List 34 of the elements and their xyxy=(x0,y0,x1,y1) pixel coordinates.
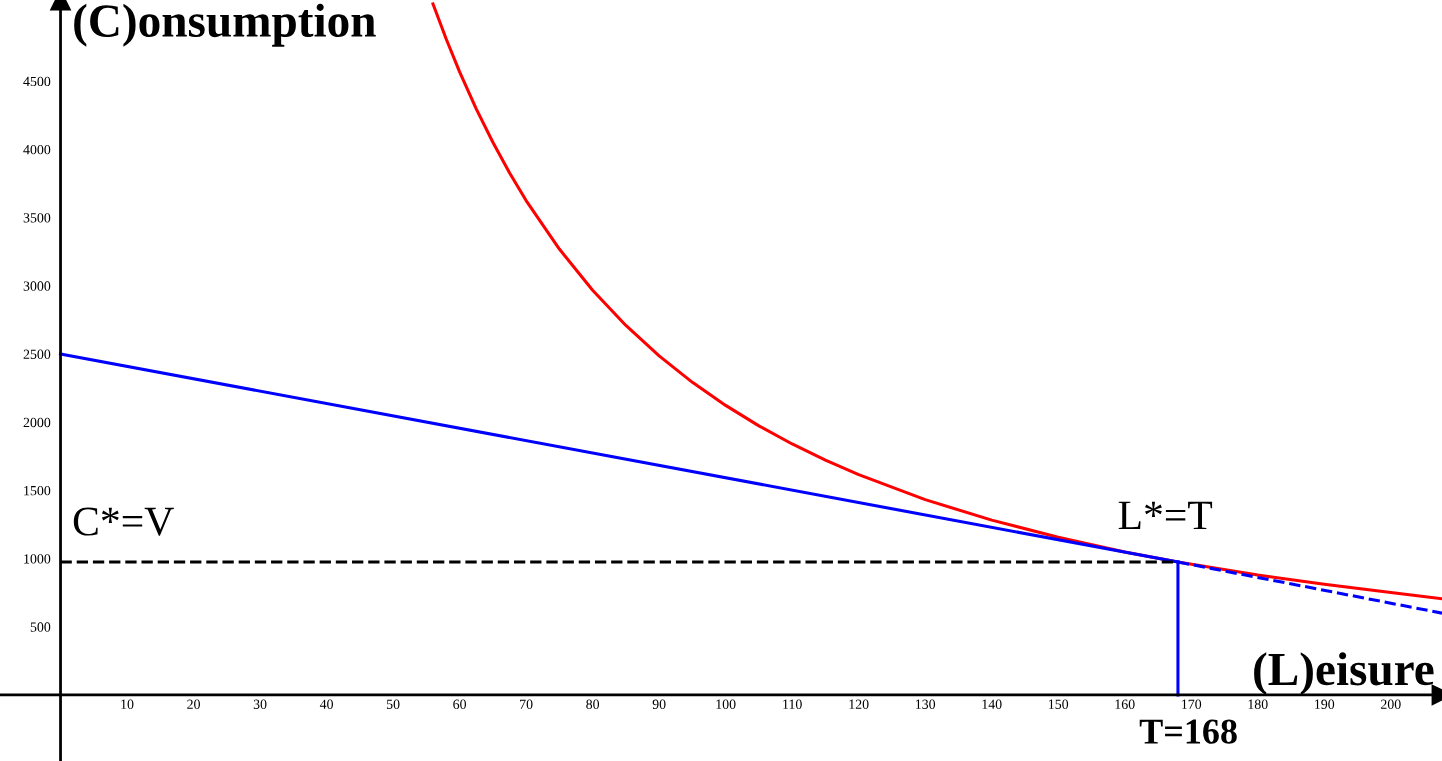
x-tick-label: 200 xyxy=(1380,699,1401,709)
x-tick-label: 10 xyxy=(121,699,134,709)
y-tick-label: 3500 xyxy=(23,213,51,223)
x-tick-label: 170 xyxy=(1182,699,1202,709)
x-tick-label: 130 xyxy=(916,699,936,709)
y-tick-label: 3000 xyxy=(23,281,51,291)
y-tick-label: 2500 xyxy=(23,349,51,359)
y-tick-label: 1000 xyxy=(24,554,51,564)
x-tick-label: 90 xyxy=(652,699,666,709)
x-tick-label: 160 xyxy=(1115,699,1135,709)
x-tick-label: 60 xyxy=(453,699,467,709)
x-tick-label: 140 xyxy=(982,699,1002,709)
x-axis-title: (L)eisure xyxy=(1254,652,1434,695)
x-tick-label: 20 xyxy=(187,699,200,709)
annotation: C*=V xyxy=(73,507,174,536)
y-tick-label: 2000 xyxy=(23,417,51,428)
x-tick-label: 80 xyxy=(586,699,600,709)
x-tick-label: 120 xyxy=(849,699,869,709)
y-tick-label: 1500 xyxy=(24,485,51,496)
annotation: L*=T xyxy=(1118,501,1213,530)
y-axis-title: (C)onsumption xyxy=(74,3,376,47)
annotation: T=168 xyxy=(1139,719,1237,744)
x-tick-label: 70 xyxy=(520,699,533,709)
y-tick-label: 500 xyxy=(30,622,51,632)
x-tick-label: 30 xyxy=(253,699,267,709)
x-tick-label: 180 xyxy=(1248,699,1268,709)
x-tick-label: 190 xyxy=(1315,699,1335,709)
y-tick-label: 4000 xyxy=(23,144,51,155)
x-tick-label: 50 xyxy=(386,699,400,709)
x-tick-label: 40 xyxy=(319,699,333,709)
x-tick-label: 110 xyxy=(783,699,802,709)
y-tick-label: 4500 xyxy=(23,76,51,87)
x-tick-label: 100 xyxy=(716,699,736,709)
x-tick-label: 150 xyxy=(1049,699,1069,709)
